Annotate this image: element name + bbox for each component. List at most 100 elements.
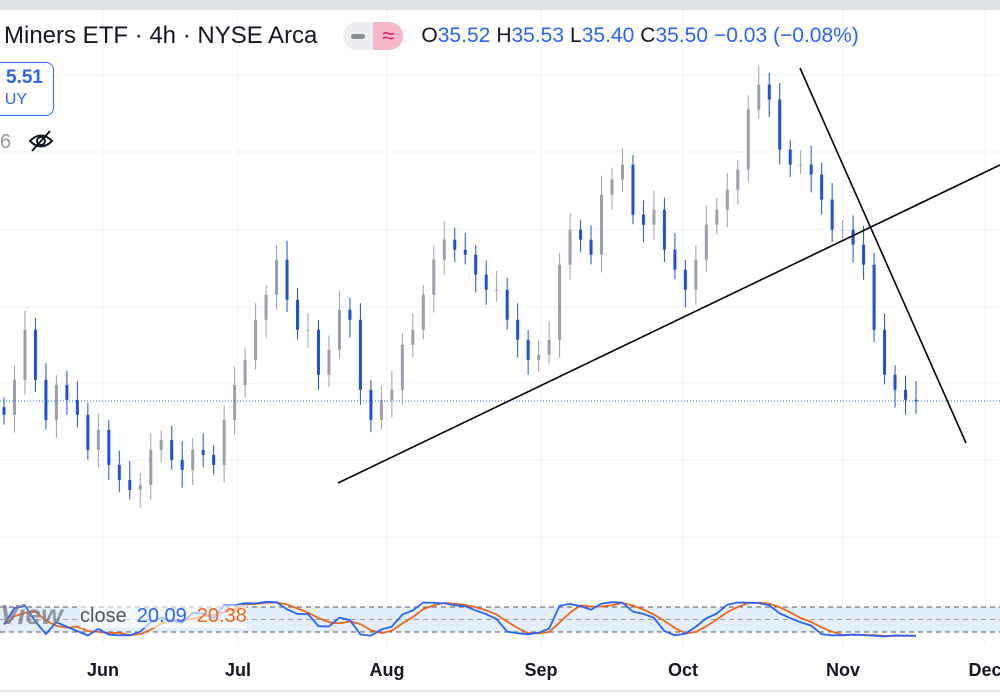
candle-body [254, 319, 258, 360]
candle-body [316, 329, 320, 375]
watermark: View [0, 599, 63, 630]
candle-body [411, 329, 415, 345]
symbol-title[interactable]: Miners ETF · 4h · NYSE Arca [4, 22, 318, 49]
candle-body [2, 407, 6, 415]
buy-price: 5.51 [6, 67, 43, 88]
candle-body [641, 214, 645, 225]
candle-body [264, 294, 268, 320]
month-label: Dec [968, 660, 1000, 680]
candle-body [201, 449, 205, 455]
month-label: Aug [369, 660, 405, 680]
candle-body [327, 349, 331, 375]
candle-body [432, 259, 436, 295]
candle-body [149, 449, 153, 485]
candle-body [631, 164, 635, 215]
candle-body [170, 439, 174, 460]
candle-body [65, 384, 69, 400]
candle-body [516, 319, 520, 340]
candle-body [505, 289, 509, 320]
candle-body [893, 374, 897, 390]
candle-body [128, 479, 132, 490]
stoch-legend: close 20.09 20.38 [80, 605, 247, 628]
candle-body [589, 239, 593, 255]
month-label: Jun [86, 660, 120, 680]
minus-icon[interactable] [343, 22, 373, 50]
open-value: 35.52 [437, 24, 491, 47]
candle-body [872, 264, 876, 330]
candle-body [652, 209, 656, 225]
candle-body [715, 209, 719, 225]
candle-body [694, 259, 698, 290]
candle-body [662, 209, 666, 250]
approx-icon[interactable]: ≈ [373, 22, 404, 50]
candle-body [54, 384, 58, 420]
high-value: 35.53 [511, 24, 565, 47]
candle-body [495, 289, 499, 291]
candle-body [400, 344, 404, 390]
candle-body [600, 194, 604, 255]
candle-body [547, 339, 551, 355]
change-value: −0.03 (−0.08%) [714, 24, 859, 47]
candle-body [33, 329, 37, 380]
trendline-support[interactable] [337, 164, 1000, 484]
stoch-d-value: 20.38 [196, 605, 247, 627]
close-label: C [640, 24, 656, 47]
high-label: H [496, 24, 512, 47]
candle-body [767, 84, 771, 100]
candle-body [180, 459, 184, 470]
candle-body [348, 309, 352, 320]
candle-body [841, 229, 845, 231]
toggle-pill[interactable]: ≈ [343, 22, 404, 50]
candle-body [484, 274, 488, 290]
candle-body [275, 259, 279, 295]
candle-body [390, 389, 394, 400]
ohlc-values: O35.52 H35.53 L35.40 C35.50 −0.03 (−0.08… [421, 24, 858, 48]
candle-body [463, 249, 467, 255]
open-label: O [421, 24, 438, 47]
chart-legend: Miners ETF · 4h · NYSE Arca ≈ O35.52 H35… [4, 22, 859, 50]
candle-body [568, 229, 572, 265]
trendline-resistance[interactable] [799, 67, 967, 444]
candle-body [736, 169, 740, 190]
candles [2, 65, 918, 508]
candle-body [830, 199, 834, 230]
candle-body [725, 189, 729, 210]
month-label: Sep [524, 660, 558, 680]
month-label: Nov [825, 660, 861, 680]
candle-body [23, 329, 27, 380]
buy-button[interactable]: 5.51 UY [0, 62, 54, 116]
stoch-label: close [80, 605, 127, 627]
candle-body [191, 449, 195, 470]
candle-body [233, 384, 237, 420]
candle-body [704, 224, 708, 260]
candle-body [369, 389, 373, 420]
candle-body [820, 174, 824, 200]
candle-body [421, 294, 425, 330]
candle-body [778, 99, 782, 150]
candle-body [673, 249, 677, 270]
candle-body [579, 229, 583, 240]
grid [0, 10, 1000, 645]
candle-body [746, 109, 750, 170]
candle-body [107, 429, 111, 465]
candle-body [883, 329, 887, 375]
low-label: L [570, 24, 582, 47]
candle-body [96, 429, 100, 450]
candle-body [809, 164, 813, 175]
candle-body [799, 164, 803, 166]
close-value: 35.50 [655, 24, 709, 47]
bottom-border [0, 690, 1000, 692]
candle-body [862, 244, 866, 265]
top-toolbar-edge [0, 0, 1000, 10]
candle-body [44, 379, 48, 420]
eye-off-icon[interactable] [28, 129, 54, 153]
candle-body [212, 454, 216, 465]
month-label: Jul [224, 660, 252, 680]
candle-body [558, 264, 562, 340]
candle-body [474, 254, 478, 275]
buy-label: UY [4, 91, 27, 108]
candle-body [285, 259, 289, 300]
candle-body [904, 389, 908, 400]
low-value: 35.40 [581, 24, 635, 47]
